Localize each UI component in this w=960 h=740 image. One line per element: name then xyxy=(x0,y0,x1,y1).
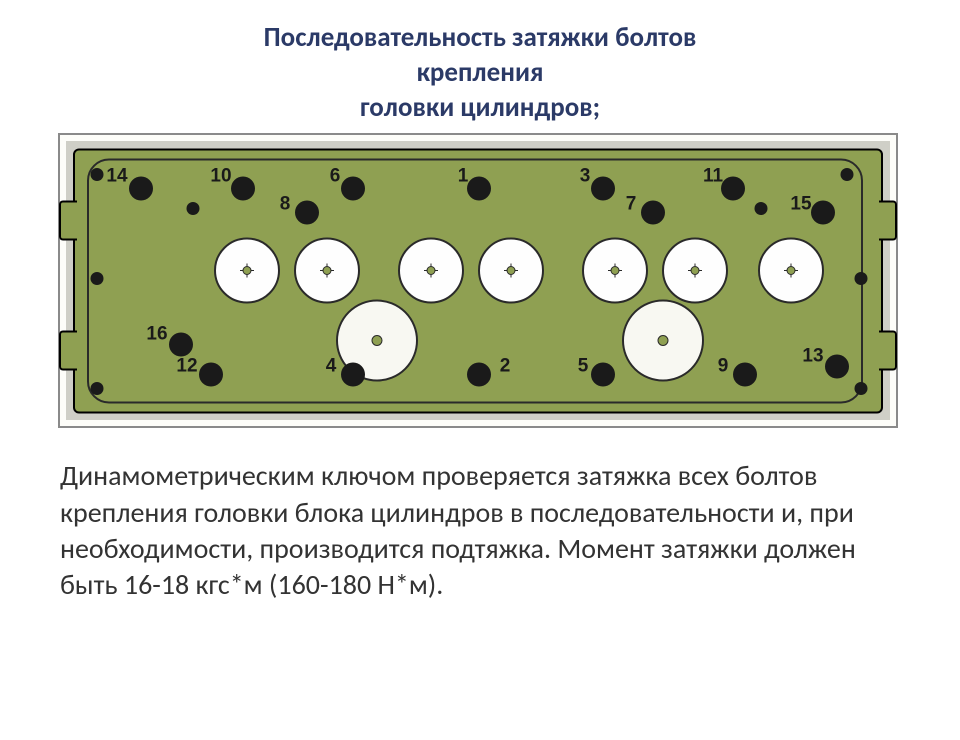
diagram-frame: 12345678910111213141516 xyxy=(58,133,898,428)
valve-hole xyxy=(758,237,824,303)
bolt-14 xyxy=(129,176,153,200)
bolt-7 xyxy=(641,200,665,224)
valve-hole xyxy=(398,237,464,303)
bolt-label-16: 16 xyxy=(146,323,167,345)
small-bolt xyxy=(91,168,104,181)
bolt-16 xyxy=(169,332,193,356)
bolt-6 xyxy=(341,176,365,200)
bolt-label-14: 14 xyxy=(106,165,127,187)
bolt-label-13: 13 xyxy=(802,345,823,367)
valve-hole xyxy=(582,237,648,303)
head-tab xyxy=(879,200,897,240)
bolt-label-2: 2 xyxy=(500,355,511,377)
title-line-1: Последовательность затяжки болтов xyxy=(60,20,900,55)
small-bolt xyxy=(755,202,768,215)
bolt-9 xyxy=(733,362,757,386)
small-bolt xyxy=(187,202,200,215)
bolt-15 xyxy=(811,200,835,224)
valve-hole xyxy=(294,237,360,303)
title-block: Последовательность затяжки болтов крепле… xyxy=(60,20,900,125)
small-bolt xyxy=(91,382,104,395)
head-tab xyxy=(59,330,77,370)
bolt-label-8: 8 xyxy=(280,193,291,215)
cylinder-head: 12345678910111213141516 xyxy=(73,148,883,413)
bolt-label-4: 4 xyxy=(326,355,337,377)
bolt-11 xyxy=(721,176,745,200)
bolt-label-5: 5 xyxy=(578,355,589,377)
bolt-label-9: 9 xyxy=(718,355,729,377)
title-line-2: крепления xyxy=(60,55,900,90)
bolt-1 xyxy=(467,176,491,200)
bolt-label-1: 1 xyxy=(458,165,469,187)
bolt-2 xyxy=(467,362,491,386)
bolt-label-7: 7 xyxy=(626,193,637,215)
bolt-13 xyxy=(825,354,849,378)
head-tab xyxy=(879,330,897,370)
valve-hole xyxy=(662,237,728,303)
bolt-label-11: 11 xyxy=(703,165,723,187)
bolt-label-6: 6 xyxy=(330,165,341,187)
valve-hole xyxy=(214,237,280,303)
bolt-label-3: 3 xyxy=(580,165,591,187)
head-diagram: 12345678910111213141516 xyxy=(58,133,902,428)
bolt-label-10: 10 xyxy=(210,165,231,187)
small-bolt xyxy=(855,272,868,285)
bolt-8 xyxy=(295,200,319,224)
bolt-5 xyxy=(591,362,615,386)
head-tab xyxy=(59,200,77,240)
title-line-3: головки цилиндров; xyxy=(60,90,900,125)
valve-hole xyxy=(478,237,544,303)
bolt-3 xyxy=(591,176,615,200)
small-bolt xyxy=(91,272,104,285)
small-bolt xyxy=(841,168,854,181)
bolt-12 xyxy=(199,362,223,386)
bolt-10 xyxy=(231,176,255,200)
small-bolt xyxy=(855,382,868,395)
bolt-label-15: 15 xyxy=(790,193,811,215)
description-text: Динамометрическим ключом проверяется зат… xyxy=(60,458,900,604)
large-hole xyxy=(622,299,704,381)
bolt-4 xyxy=(341,362,365,386)
bolt-label-12: 12 xyxy=(176,355,197,377)
